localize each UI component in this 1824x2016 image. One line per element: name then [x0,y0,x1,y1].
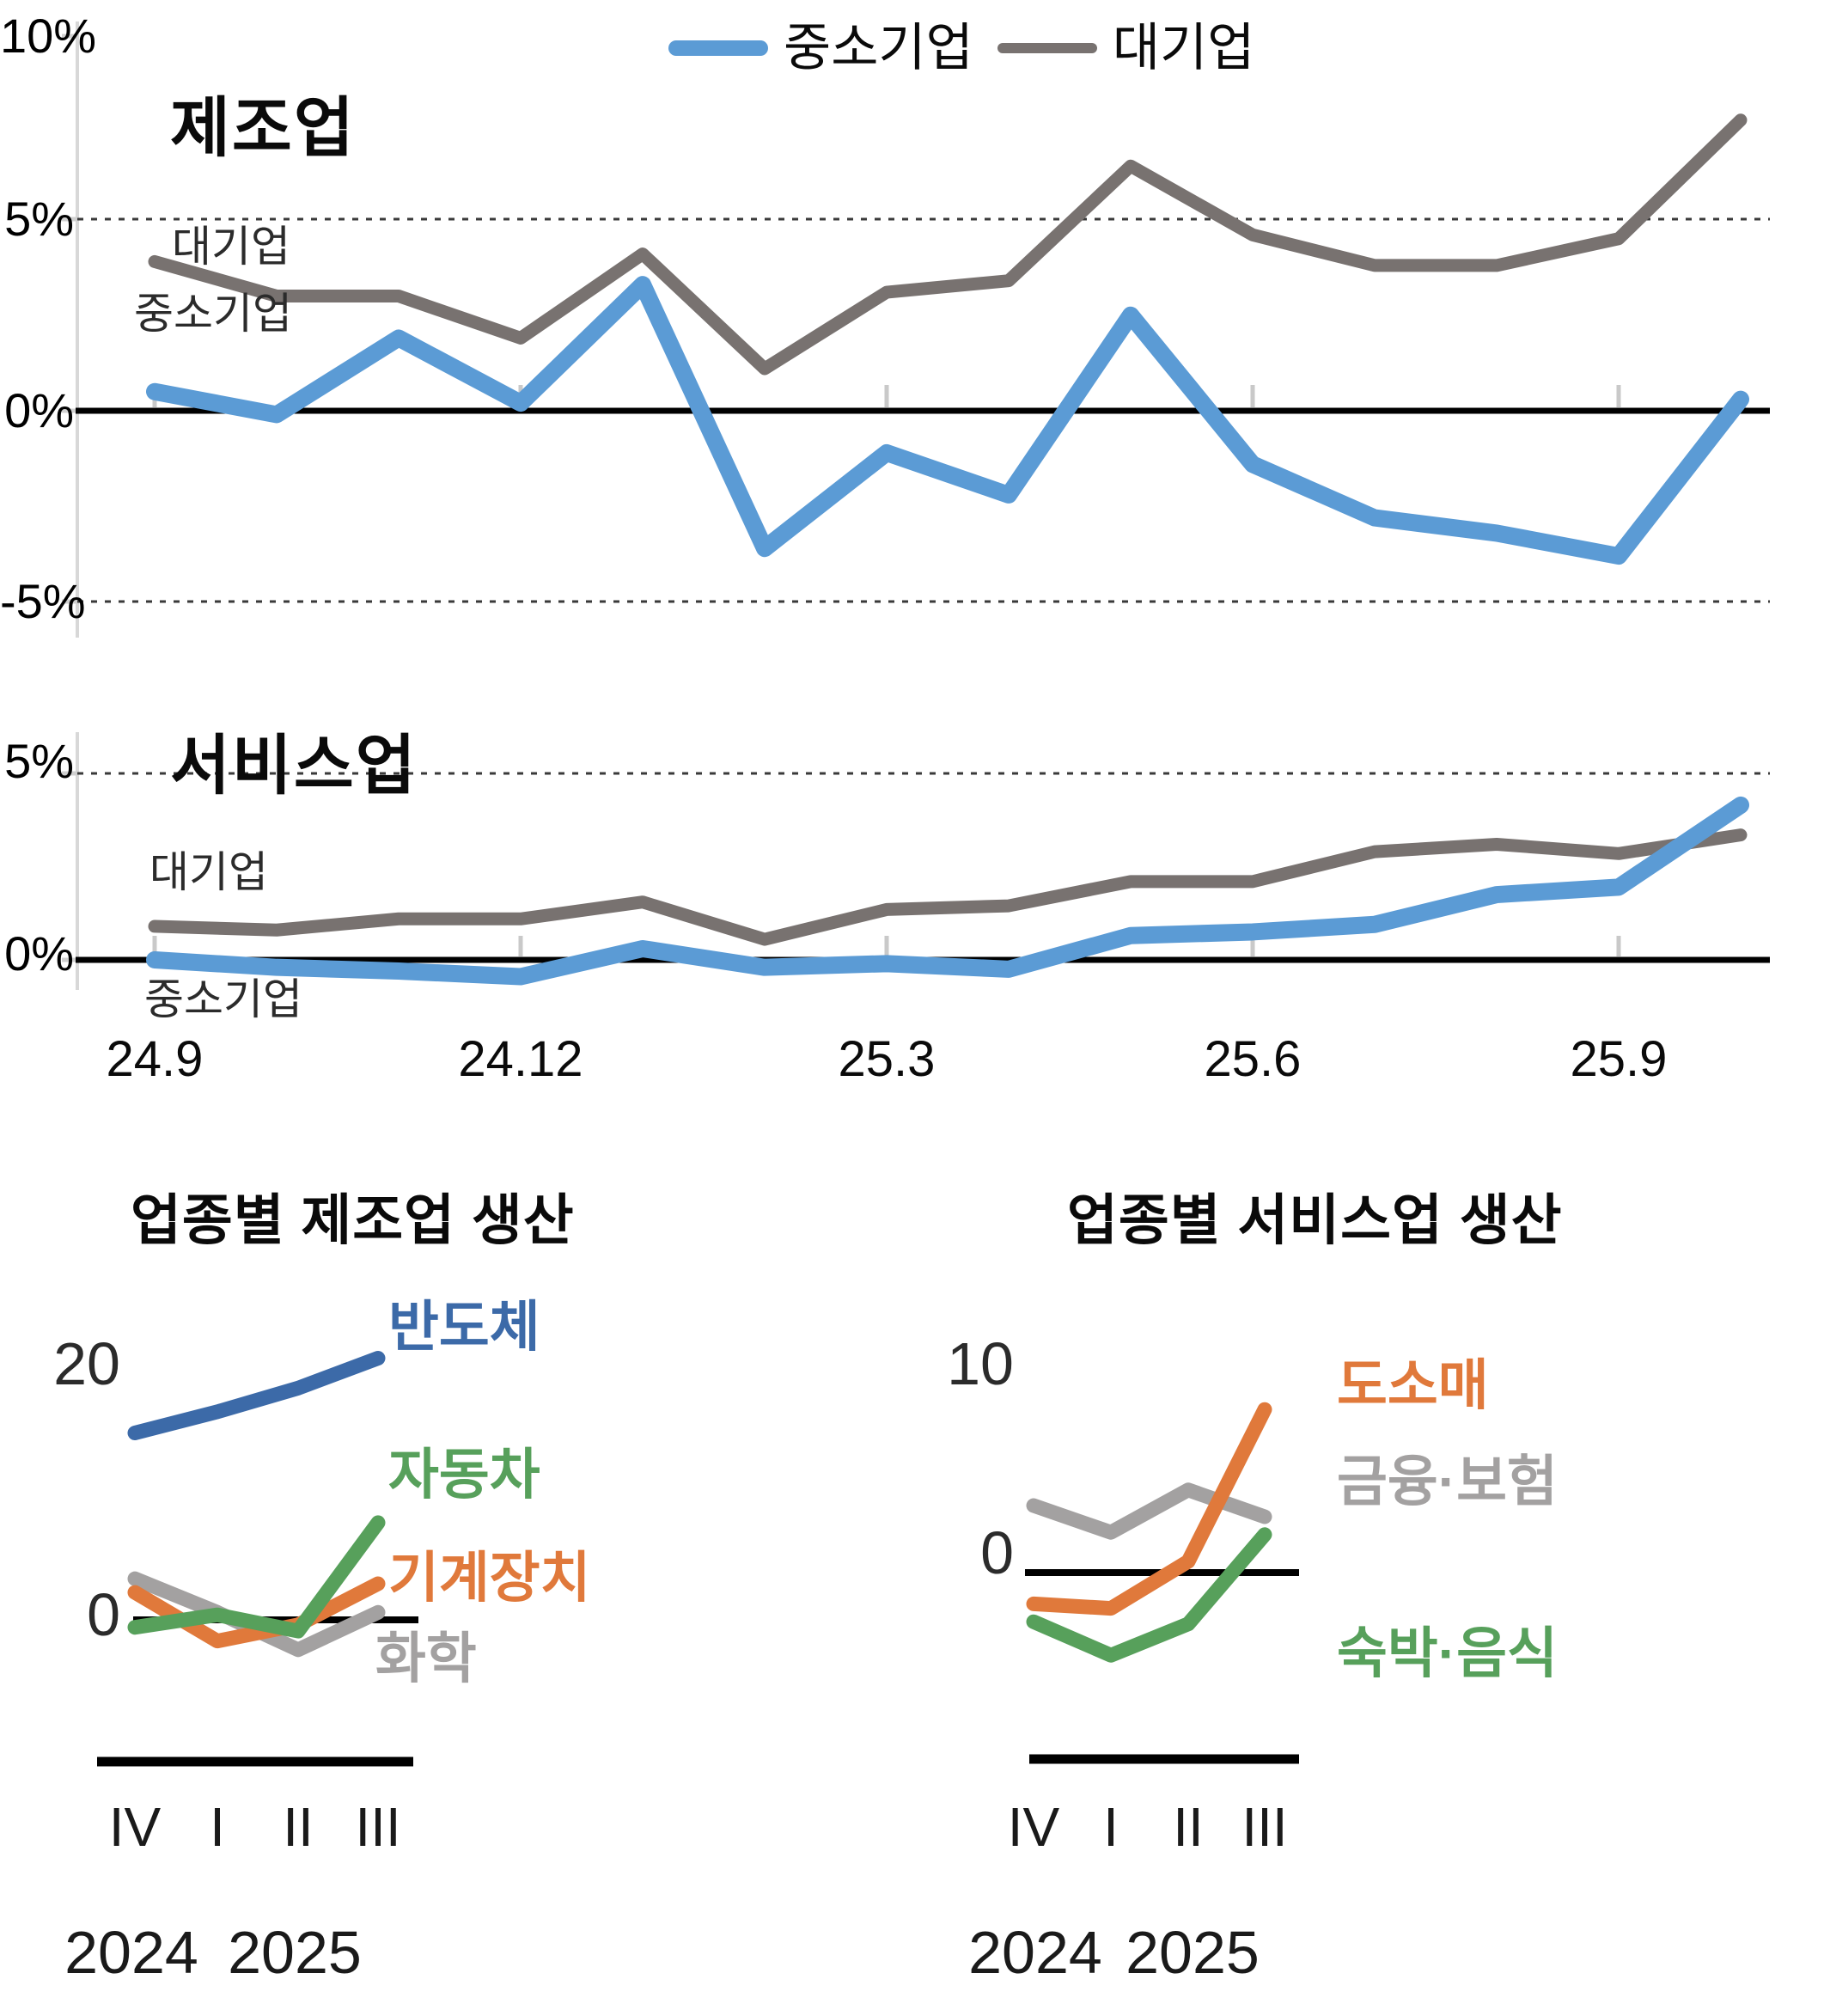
series-숙박·음식 [1026,1527,1272,1663]
quarter-label: III [355,1796,400,1858]
svc2-ytick-10: 10 [947,1330,1014,1397]
series-mfg-large [148,113,1748,376]
mfg-by-industry-title: 업종별 제조업 생산 [131,1189,575,1251]
svc-annotation-large: 대기업 [149,848,268,896]
label-automobile: 자동차 [388,1444,540,1506]
mfg2-ytick-20: 20 [53,1330,120,1397]
label-lodging-food: 숙박·음식 [1337,1622,1558,1684]
series-svc-sme [146,796,1749,986]
month-label: 25.3 [839,1031,936,1087]
svc-by-industry-title: 업종별 서비스업 생산 [1067,1189,1563,1251]
series-mfg-sme [146,276,1749,565]
series-svc-large [148,828,1748,946]
legend-item-sme: 중소기업 [668,22,973,74]
quarter-label: I [210,1796,225,1858]
mfg-ytick-5: 5% [4,192,74,246]
year-label: 2025 [1126,1919,1260,1986]
legend-label-large: 대기업 [1112,19,1255,76]
mfg-ytick-m5: -5% [0,574,86,628]
quarter-label: IV [109,1796,162,1858]
series-도소매 [1026,1402,1272,1616]
year-label: 2024 [64,1919,198,1986]
quarter-label: I [1103,1796,1119,1858]
large-line-swatch [997,43,1097,53]
mfg2-ytick-0: 0 [87,1581,120,1648]
label-finance-insurance: 금융·보험 [1337,1451,1558,1512]
legend: 중소기업 대기업 [668,22,1254,74]
svc2-ytick-0: 0 [980,1519,1014,1586]
mfg-annotation-sme: 중소기업 [134,290,292,338]
svc-annotation-sme: 중소기업 [144,975,302,1023]
quarter-label: II [1173,1796,1204,1858]
svc-ytick-0: 0% [4,926,74,981]
month-label: 24.12 [458,1031,583,1087]
quarter-label: II [283,1796,314,1858]
label-machinery: 기계장치 [388,1547,591,1609]
mfg-ytick-10: 10% [0,9,97,63]
label-retail: 도소매 [1337,1354,1489,1416]
month-label: 25.9 [1571,1031,1668,1087]
svc-ytick-5: 5% [4,734,74,788]
legend-label-sme: 중소기업 [784,19,973,76]
legend-item-large: 대기업 [997,19,1255,76]
manufacturing-chart-title: 제조업 [170,92,356,165]
year-label: 2025 [228,1919,362,1986]
month-label: 25.6 [1205,1031,1302,1087]
year-label: 2024 [968,1919,1102,1986]
quarter-label: IV [1008,1796,1060,1858]
quarter-label: III [1241,1796,1287,1858]
mfg-annotation-large: 대기업 [172,223,290,271]
series-금융·보험 [1026,1482,1272,1540]
series-자동차 [127,1515,386,1639]
label-semiconductor: 반도체 [388,1296,540,1358]
month-label: 24.9 [107,1031,204,1087]
sme-line-swatch [668,40,768,56]
series-반도체 [127,1351,386,1440]
label-chemical: 화학 [375,1628,477,1689]
services-chart-title: 서비스업 [170,730,418,803]
mfg-ytick-0: 0% [4,383,74,437]
